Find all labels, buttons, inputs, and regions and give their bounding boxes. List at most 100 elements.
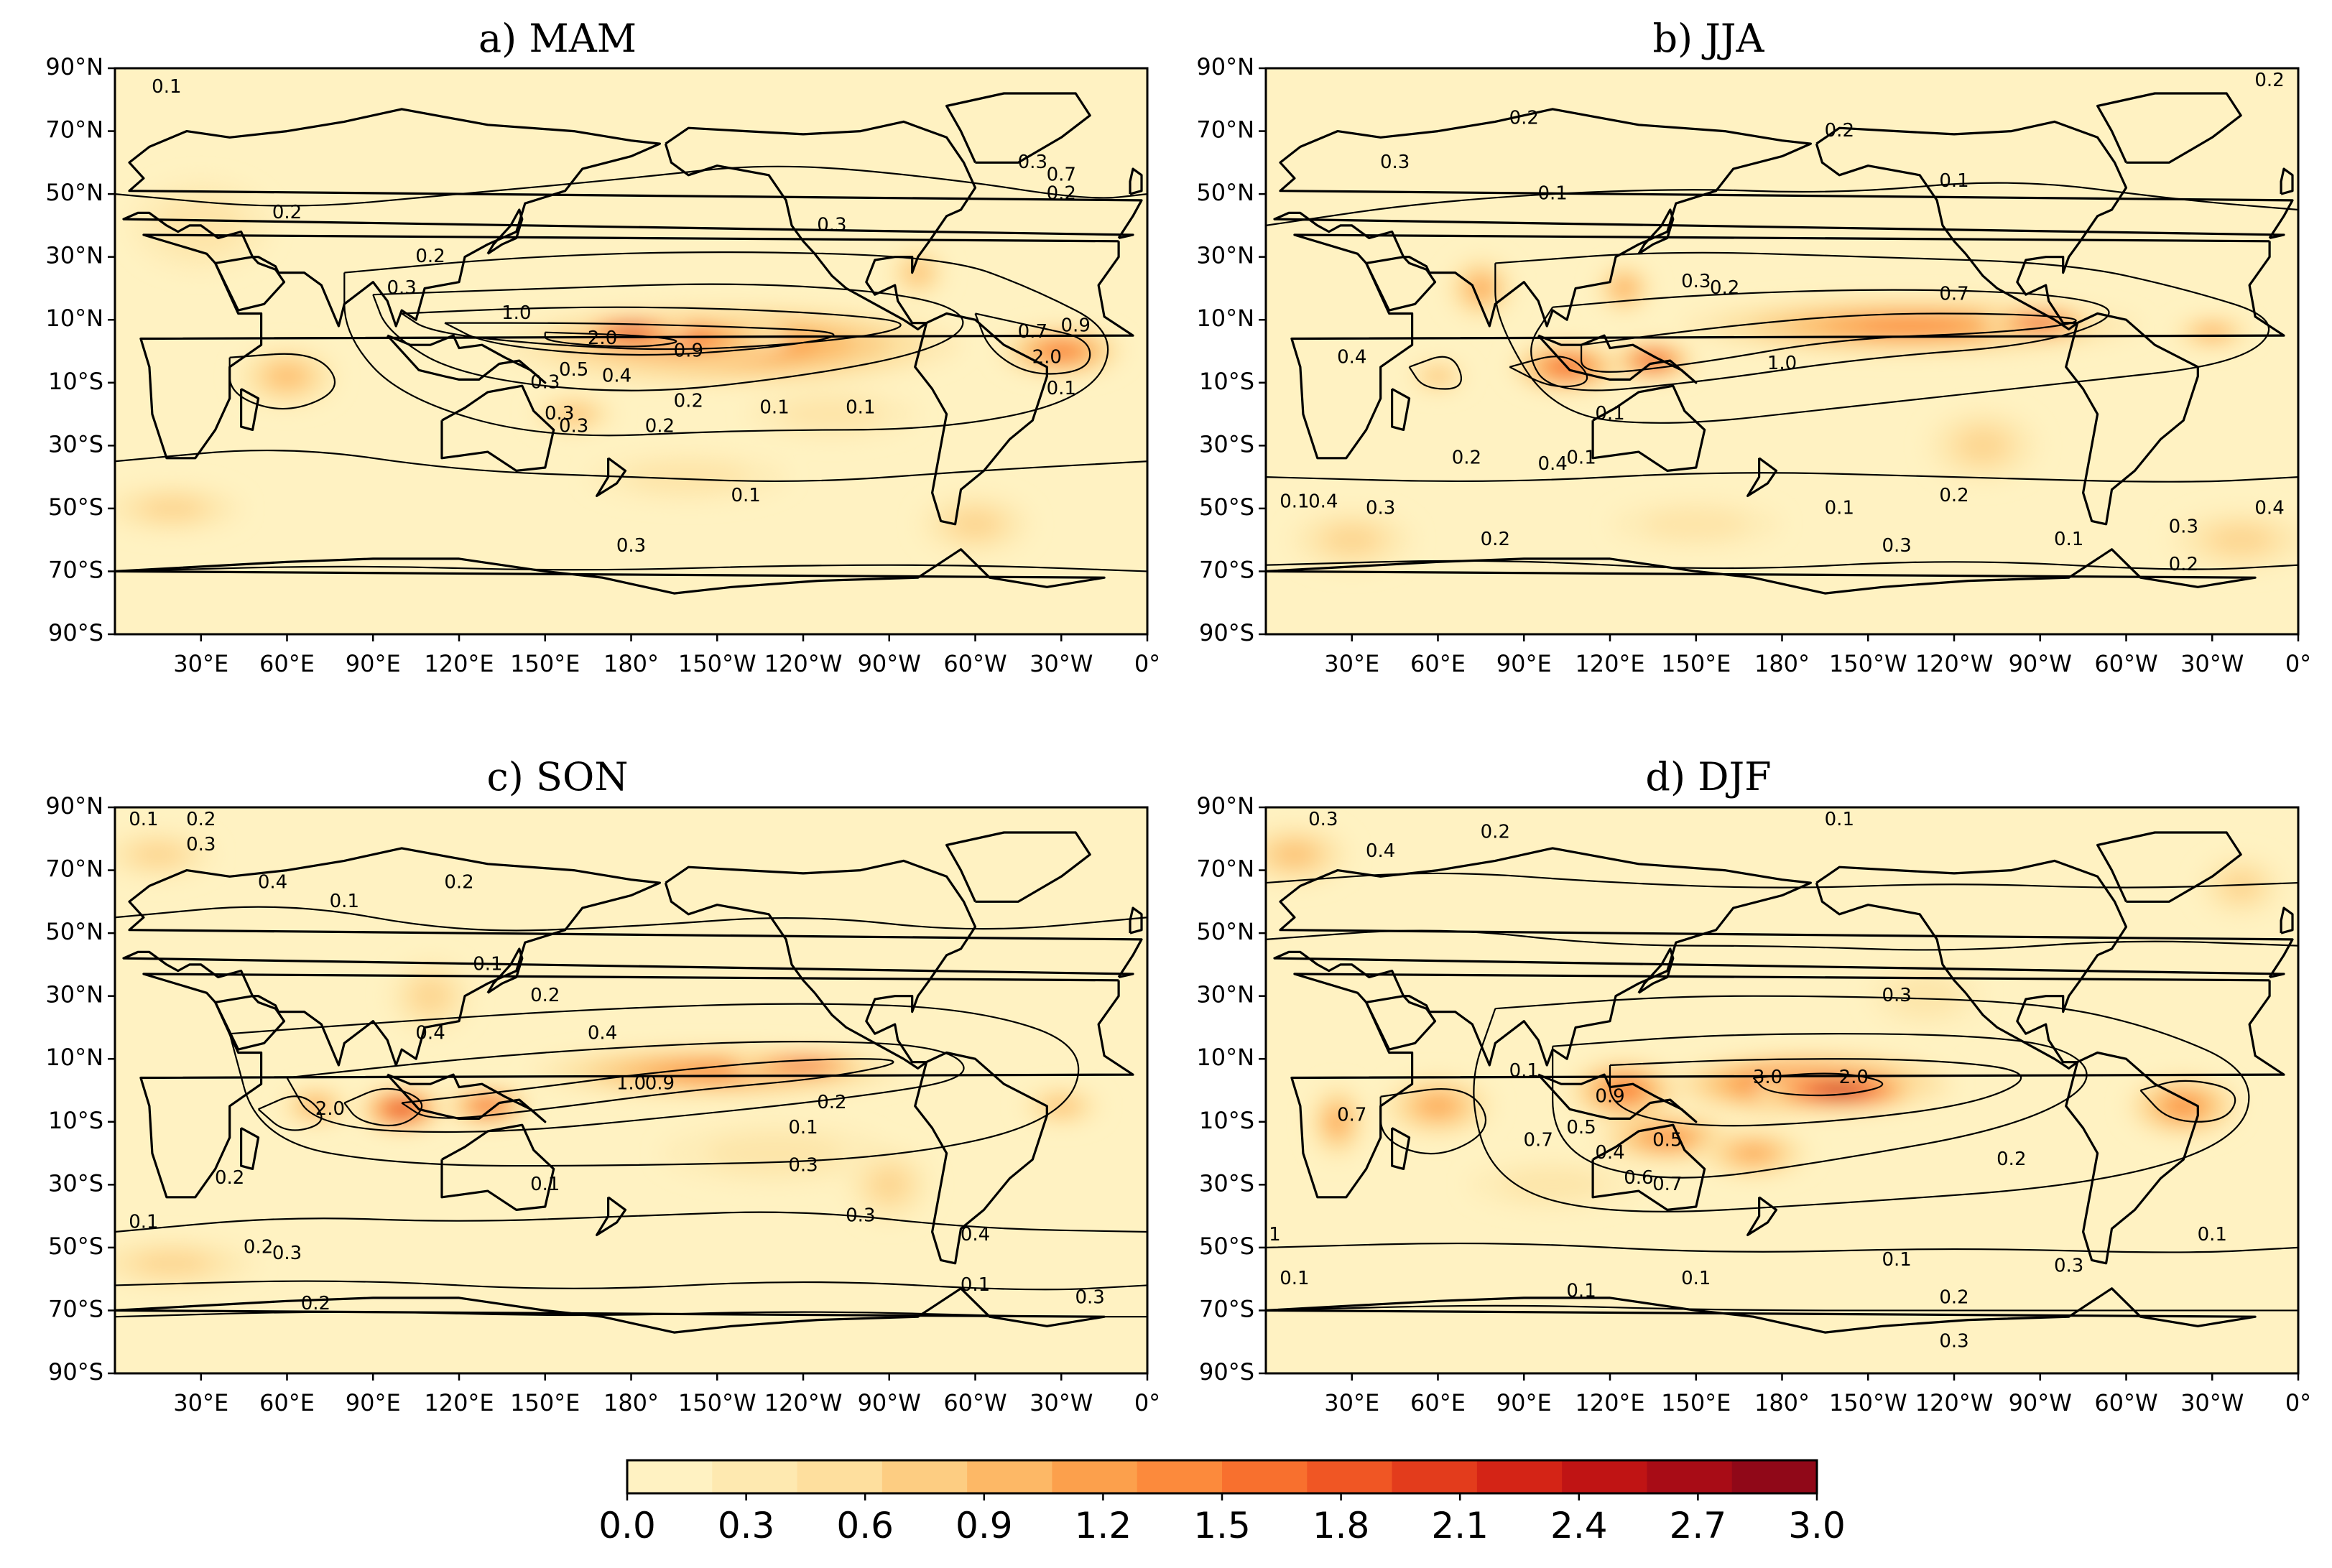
contour-line	[1752, 1072, 1884, 1097]
lat-tick-label: 70°N	[45, 855, 103, 883]
coastline	[1591, 1123, 1706, 1211]
lon-tick-label: 150°W	[1829, 1389, 1907, 1416]
contour-label: 0.2	[301, 1293, 330, 1314]
lat-tick-label: 10°S	[48, 368, 103, 395]
lon-tick-label: 90°E	[1496, 1389, 1552, 1416]
coastline	[2065, 1051, 2199, 1265]
contour-label: 0.3	[1681, 271, 1711, 292]
heat-region	[1858, 319, 1964, 333]
lon-tick-label: 60°E	[259, 650, 315, 677]
contour-label: 0.1	[473, 953, 502, 975]
coastline	[440, 1123, 555, 1211]
contour-label: 0.2	[1481, 529, 1510, 550]
coastline	[214, 256, 286, 312]
contour-label: 0.3	[1380, 152, 1410, 173]
colorbar-tick-label: 0.3	[718, 1505, 775, 1546]
heat-region	[1958, 429, 2008, 462]
contour-label: 0.3	[559, 416, 588, 437]
lon-tick-label: 90°W	[2009, 1389, 2072, 1416]
lat-tick-label: 70°S	[1199, 556, 1254, 583]
lat-tick-label: 90°N	[1196, 792, 1254, 820]
contour-label: 0.1	[1047, 378, 1076, 399]
contour-label: 0.1	[530, 1174, 560, 1195]
contour-label: 0.9	[645, 1073, 675, 1095]
colorbar-swatch	[1307, 1460, 1393, 1493]
colorbar-tick-label: 0.0	[598, 1505, 656, 1546]
coastlines	[115, 831, 1143, 1334]
coastline	[387, 1073, 547, 1123]
contour-line	[115, 1211, 1147, 1233]
contour-label: 0.1	[961, 1274, 990, 1296]
coastline	[1591, 384, 1706, 472]
contour-label: 0.2	[1825, 120, 1854, 142]
contour-label: 0.2	[645, 416, 675, 437]
contour-label: 0.1	[846, 396, 875, 418]
colorbar: 0.0 0.3 0.6 0.9 1.2 1.5 1.8 2.1 2.4 2.7 3.0	[598, 1459, 1846, 1546]
lon-tick-label: 30°E	[173, 650, 228, 677]
heat-region	[2031, 320, 2050, 326]
heat-region	[1612, 1084, 1636, 1097]
panel-title-son: c) SON	[487, 754, 629, 799]
contour-labels: 0.3 0.4 0.2 0.1 0.3 0.7 0.9 3.0 2.0 0.7 0.5 0.4 0.5 0…	[1266, 809, 2227, 1353]
lat-tick-label: 10°S	[1199, 368, 1254, 395]
contour-label: 0.1	[330, 891, 359, 912]
contour-label: 0.4	[1595, 1142, 1624, 1164]
contour-line	[257, 1095, 323, 1131]
lat-tick-label: 50°S	[48, 1233, 103, 1260]
lat-tick-label: 10°N	[1196, 1044, 1254, 1071]
contour-label: 0.7	[1047, 164, 1076, 185]
lat-tick-label: 10°S	[48, 1107, 103, 1134]
contour-line	[401, 306, 902, 351]
coastline	[387, 334, 547, 384]
heat-region	[871, 1168, 908, 1201]
lon-tick-label: 60°W	[943, 1389, 1007, 1416]
lat-tick-label: 30°N	[45, 242, 103, 269]
contour-label: 0.2	[2254, 70, 2284, 91]
lon-tick-label: 60°E	[259, 1389, 315, 1416]
contour-line	[343, 251, 1109, 437]
lon-tick-label: 0°	[1134, 650, 1160, 677]
panel-title-djf: d) DJF	[1645, 754, 1771, 799]
contour-label: 0.3	[788, 1155, 818, 1177]
coastline	[1365, 995, 1437, 1051]
contour-label: 0.2	[530, 985, 560, 1006]
contour-label: 0.1	[1566, 447, 1596, 468]
lon-tick-label: 180°	[603, 1389, 659, 1416]
heat-region	[1644, 509, 1748, 539]
heat-region	[1501, 1169, 1605, 1200]
contour-label: 0.4	[1337, 346, 1366, 368]
contour-label: 0.6	[1624, 1167, 1653, 1189]
coastline	[1637, 208, 1675, 255]
coastline	[122, 108, 1143, 328]
contour-label: 1.0	[616, 1073, 646, 1095]
heat-region	[1047, 1100, 1075, 1113]
contour-line	[974, 312, 1091, 375]
heat-region	[792, 1063, 815, 1067]
lon-tick-label: 0°	[2285, 1389, 2311, 1416]
colorbar-swatch	[1647, 1460, 1733, 1493]
lat-tick-label: 70°N	[1196, 116, 1254, 144]
contour-line	[1266, 872, 2298, 889]
lon-tick-label: 120°W	[764, 1389, 843, 1416]
contour-label: 0.2	[186, 809, 216, 830]
coastline	[1746, 1196, 1778, 1236]
heat-region	[142, 497, 203, 519]
contour-labels: 0.20.20.10.30.20.10.30.20.40.71.00.10.40…	[1280, 70, 2285, 575]
lat-tick-label: 70°N	[1196, 855, 1254, 883]
lon-tick-label: 150°W	[1829, 650, 1907, 677]
contour-label: 0.3	[1882, 535, 1911, 557]
contour-label: 0.4	[1537, 453, 1567, 475]
coastline	[486, 208, 524, 255]
contour-label: 0.3	[186, 834, 216, 855]
coastline	[1746, 457, 1778, 497]
colorbar-tick-label: 1.5	[1193, 1505, 1251, 1546]
colorbar-swatch	[967, 1460, 1053, 1493]
contour-line	[1266, 472, 2298, 483]
lon-tick-label: 120°E	[1575, 1389, 1644, 1416]
coastline	[1129, 167, 1143, 195]
contour-line	[1473, 995, 2250, 1212]
lon-tick-label: 60°E	[1410, 650, 1466, 677]
contour-label: 0.1	[1825, 497, 1854, 519]
map-background	[1266, 68, 2298, 634]
contour-line	[1408, 356, 1463, 390]
